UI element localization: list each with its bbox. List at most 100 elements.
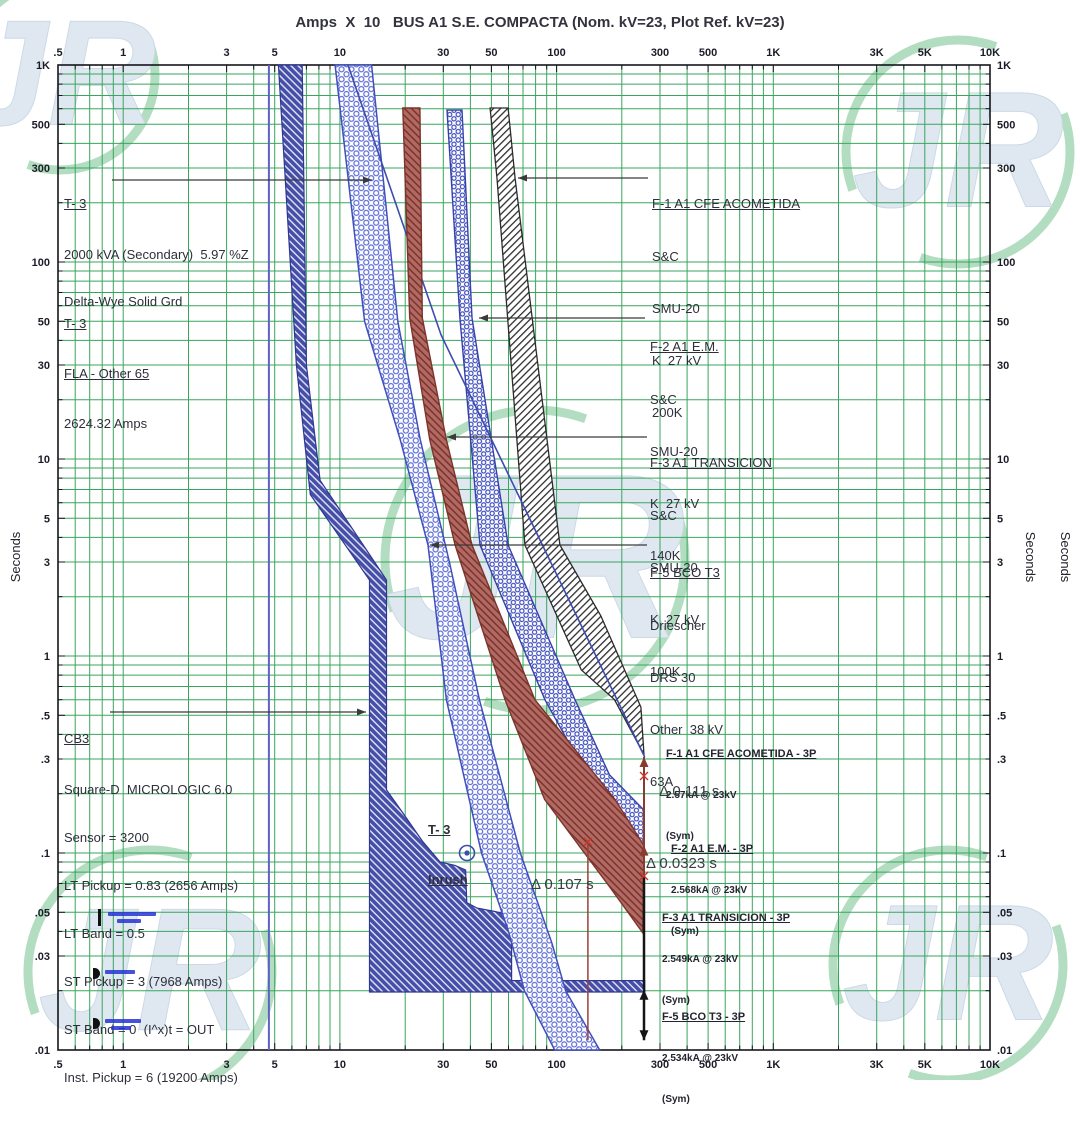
inrush-point-marker: [458, 844, 476, 862]
svg-text:.1: .1: [41, 848, 50, 860]
f1-title: F-1 A1 CFE ACOMETIDA: [652, 196, 801, 211]
up-arrow-marker: [639, 989, 649, 1000]
svg-text:30: 30: [437, 47, 449, 59]
seconds-label-right-2: Seconds: [1058, 532, 1073, 583]
svg-text:3: 3: [224, 47, 230, 59]
up-arrow-marker: [639, 757, 649, 767]
cb3-line4: LT Band = 0.5: [64, 926, 145, 941]
fault-flag-f2: F-2 A1 E.M. - 3P 2.568kA @ 23kV (Sym): [671, 814, 753, 966]
t3-fla-amps: 2624.32 Amps: [64, 416, 148, 431]
svg-text:5: 5: [272, 47, 278, 59]
f2-line1: S&C: [650, 392, 677, 407]
f1-line3: K 27 kV: [652, 353, 702, 368]
fault-f5-title: F-5 BCO T3 - 3P: [662, 1011, 746, 1023]
f2-line3: K 27 kV: [650, 496, 700, 511]
svg-text:300: 300: [32, 163, 50, 175]
svg-text:500: 500: [699, 47, 717, 59]
t3-damage-line1: 2000 kVA (Secondary) 5.97 %Z: [64, 247, 249, 262]
fault-f3-value: 2.549kA @ 23kV: [662, 954, 739, 965]
axis-tick-labels: .5 .5 1 1 3 3 5 5 10 10 30 30 50 50 100 100 300 300 500 500…: [32, 47, 1016, 1071]
fault-f5-value: 2.534kA @ 23kV: [662, 1053, 739, 1064]
svg-text:.05: .05: [997, 907, 1012, 919]
f3-device-label: F-3 A1 TRANSICION S&C SMU-20 K 27 kV 100…: [650, 425, 772, 713]
svg-text:30: 30: [437, 1059, 449, 1071]
svg-text:300: 300: [997, 163, 1015, 175]
delta-f2-f3: Δ 0.0323 s: [646, 855, 717, 872]
fault-flag-f3: F-3 A1 TRANSICION - 3P 2.549kA @ 23kV (S…: [662, 883, 790, 1035]
f2-line2: SMU-20: [650, 444, 698, 459]
svg-text:50: 50: [485, 1059, 497, 1071]
fault-f5-sym: (Sym): [662, 1094, 690, 1105]
svg-text:.5: .5: [53, 1059, 62, 1071]
watermark-jr: [23, 845, 277, 1080]
x-marker: [639, 871, 649, 881]
cb3-title: CB3: [64, 731, 90, 746]
cb3-line2: Sensor = 3200: [64, 830, 149, 845]
plot-border: [57, 64, 991, 1051]
svg-text:1K: 1K: [766, 47, 780, 59]
fault-f3-sym: (Sym): [662, 995, 690, 1006]
curve-tag-marker: [93, 1018, 100, 1029]
delta-t3-cb3: Δ 0.107 s: [531, 876, 594, 893]
svg-text:3: 3: [224, 1059, 230, 1071]
curve-tag-marker: [93, 968, 100, 979]
t3-inrush-title: T- 3: [428, 822, 451, 837]
svg-text:10: 10: [334, 1059, 346, 1071]
curve-tag-text: [117, 919, 141, 923]
f1-line1: S&C: [652, 249, 679, 264]
label-leader-arrows: [110, 174, 648, 716]
curve-tag-text: [105, 970, 135, 974]
t3-inrush-sub: Inrush: [428, 872, 468, 887]
cb3-line3: LT Pickup = 0.83 (2656 Amps): [64, 878, 239, 893]
svg-text:10: 10: [997, 454, 1009, 466]
seconds-axis-labels: Seconds Seconds Seconds: [8, 531, 1073, 583]
watermark-jr: [828, 845, 1068, 1080]
curve-t3-damage: [347, 64, 646, 758]
fault-f2-sym: (Sym): [671, 926, 699, 937]
f1-line4: 200K: [652, 405, 683, 420]
watermark-jr: [841, 35, 1075, 269]
fault-f1-title: F-1 A1 CFE ACOMETIDA - 3P: [666, 748, 817, 760]
svg-text:500: 500: [997, 119, 1015, 131]
watermark-jr: [0, 0, 160, 175]
svg-text:100: 100: [547, 1059, 565, 1071]
t3-inrush-label: T- 3 Inrush: [428, 790, 468, 920]
svg-text:.01: .01: [35, 1045, 50, 1057]
fault-f2-title: F-2 A1 E.M. - 3P: [671, 843, 754, 855]
svg-text:1K: 1K: [997, 60, 1011, 72]
svg-text:300: 300: [651, 1059, 669, 1071]
svg-text:10K: 10K: [980, 1059, 1000, 1071]
tcc-coordination-chart-page: JRJRJRJRJR .5.51133551010303050501001003…: [0, 0, 1075, 1105]
curve-tag-text: [108, 912, 156, 916]
f3-title: F-3 A1 TRANSICION: [650, 455, 772, 470]
svg-text:1K: 1K: [766, 1059, 780, 1071]
t3-fla-title: T- 3: [64, 316, 87, 331]
svg-text:1: 1: [120, 1059, 126, 1071]
svg-text:10: 10: [334, 47, 346, 59]
svg-text:3: 3: [997, 557, 1003, 569]
svg-text:30: 30: [997, 360, 1009, 372]
t3-damage-title: T- 3: [64, 196, 87, 211]
grid-layer: [57, 64, 991, 1051]
svg-text:30: 30: [38, 360, 50, 372]
svg-text:300: 300: [651, 47, 669, 59]
svg-text:.1: .1: [997, 848, 1006, 860]
fault-f2-value: 2.568kA @ 23kV: [671, 885, 748, 896]
svg-text:5K: 5K: [918, 1059, 932, 1071]
curve-f1: [489, 107, 645, 756]
svg-text:10K: 10K: [980, 47, 1000, 59]
seconds-label-left: Seconds: [8, 531, 23, 582]
f2-device-label: F-2 A1 E.M. S&C SMU-20 K 27 kV 140K: [650, 309, 719, 597]
cb3-line7: Inst. Pickup = 6 (19200 Amps): [64, 1070, 238, 1085]
svg-text:5: 5: [44, 513, 50, 525]
svg-text:.05: .05: [35, 907, 50, 919]
tick-layer: [57, 64, 991, 1051]
f3-line2: SMU-20: [650, 560, 698, 575]
curve-tag-annotation-1: [98, 909, 158, 929]
svg-text:1: 1: [120, 47, 126, 59]
svg-text:50: 50: [997, 316, 1009, 328]
svg-text:5: 5: [272, 1059, 278, 1071]
f5-line2: DRS 30: [650, 670, 696, 685]
svg-text:.3: .3: [997, 754, 1006, 766]
svg-text:100: 100: [547, 47, 565, 59]
